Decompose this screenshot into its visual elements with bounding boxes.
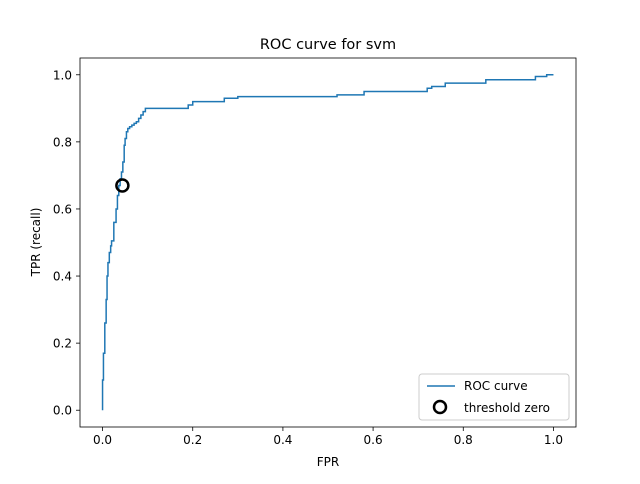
x-tick-label: 1.0 bbox=[544, 433, 563, 447]
y-tick-label: 0.2 bbox=[53, 337, 72, 351]
x-axis-label: FPR bbox=[317, 455, 339, 469]
legend-box bbox=[418, 373, 570, 421]
y-tick-label: 0.4 bbox=[53, 270, 72, 284]
y-axis-label: TPR (recall) bbox=[29, 208, 43, 278]
y-tick-label: 0.8 bbox=[53, 135, 72, 149]
x-tick-label: 0.2 bbox=[183, 433, 202, 447]
x-tick-label: 0.0 bbox=[93, 433, 112, 447]
axes-frame bbox=[79, 57, 577, 428]
legend: ROC curve threshold zero bbox=[418, 373, 570, 421]
roc-curve-line bbox=[101, 74, 554, 411]
x-tick-label: 0.4 bbox=[273, 433, 292, 447]
plot-area bbox=[101, 74, 554, 411]
legend-label-threshold-zero: threshold zero bbox=[464, 401, 550, 415]
chart-title: ROC curve for svm bbox=[260, 37, 396, 53]
axes: 0.0 0.2 0.4 0.6 0.8 1.0 0.0 0.2 0.4 0.6 0.8 1.0 bbox=[53, 57, 577, 447]
threshold-zero-point bbox=[115, 178, 130, 193]
y-tick-label: 0.0 bbox=[53, 404, 72, 418]
x-tick-label: 0.6 bbox=[364, 433, 383, 447]
x-tick-label: 0.8 bbox=[454, 433, 473, 447]
y-tick-label: 1.0 bbox=[53, 68, 72, 82]
y-tick-label: 0.6 bbox=[53, 202, 72, 216]
legend-label-roc-curve: ROC curve bbox=[464, 379, 528, 393]
legend-marker-swatch bbox=[432, 399, 448, 415]
